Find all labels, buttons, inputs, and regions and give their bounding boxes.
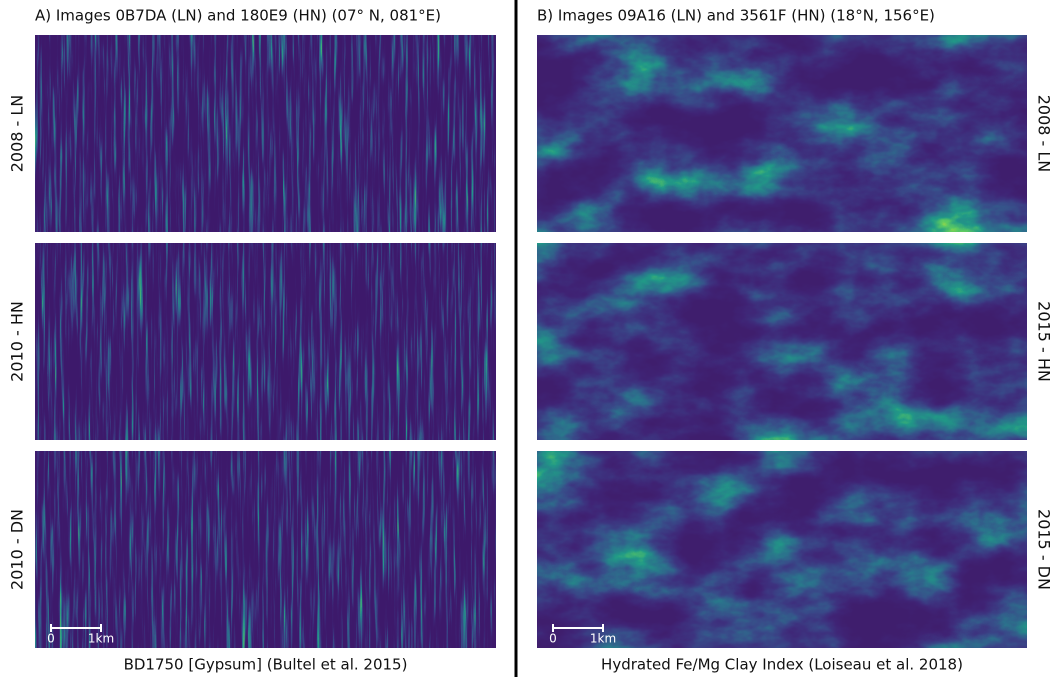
image-tile bbox=[537, 35, 1027, 232]
row-label: 2010 - HN bbox=[8, 301, 27, 382]
image-tile bbox=[35, 451, 496, 648]
scale-start: 0 bbox=[47, 632, 55, 646]
image-tile bbox=[35, 35, 496, 232]
row-label: 2008 - LN bbox=[8, 95, 27, 173]
row-label: 2015 - DN bbox=[1035, 509, 1054, 590]
image-tile bbox=[537, 243, 1027, 440]
figure: A) Images 0B7DA (LN) and 180E9 (HN) (07°… bbox=[0, 0, 1054, 677]
row-label: 2008 - LN bbox=[1035, 95, 1054, 173]
row-label: 2015 - HN bbox=[1035, 301, 1054, 382]
scale-end: 1km bbox=[88, 632, 114, 646]
row-label: 2010 - DN bbox=[8, 509, 27, 590]
image-tile bbox=[537, 451, 1027, 648]
scale-end: 1km bbox=[590, 632, 616, 646]
caption: BD1750 [Gypsum] (Bultel et al. 2015) bbox=[124, 656, 408, 674]
scale-start: 0 bbox=[549, 632, 557, 646]
panel-title: A) Images 0B7DA (LN) and 180E9 (HN) (07°… bbox=[35, 7, 441, 25]
image-tile bbox=[35, 243, 496, 440]
panel-title: B) Images 09A16 (LN) and 3561F (HN) (18°… bbox=[537, 7, 935, 25]
caption: Hydrated Fe/Mg Clay Index (Loiseau et al… bbox=[601, 656, 963, 674]
